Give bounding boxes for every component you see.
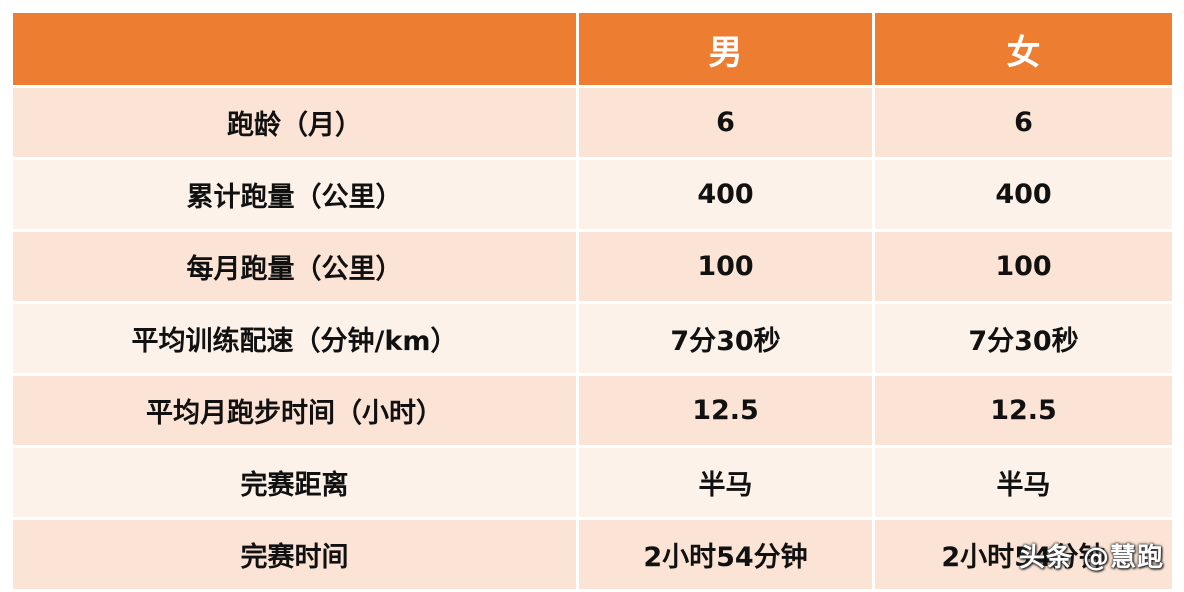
female-value: 6: [872, 85, 1175, 160]
female-value: 7分30秒: [872, 301, 1175, 376]
female-value: 2小时54分钟: [872, 517, 1175, 592]
row-label: 每月跑量（公里）: [10, 229, 579, 304]
table-row: 跑龄（月） 6 6: [10, 85, 1175, 160]
table-row: 完赛时间 2小时54分钟 2小时54分钟: [10, 517, 1175, 592]
male-value: 400: [576, 157, 875, 232]
table-row: 累计跑量（公里） 400 400: [10, 157, 1175, 232]
table-header-row: 男 女: [10, 10, 1175, 88]
row-label: 跑龄（月）: [10, 85, 579, 160]
header-cell-empty: [10, 10, 579, 88]
male-value: 6: [576, 85, 875, 160]
female-value: 100: [872, 229, 1175, 304]
row-label: 累计跑量（公里）: [10, 157, 579, 232]
header-cell-male: 男: [576, 10, 875, 88]
male-value: 7分30秒: [576, 301, 875, 376]
table-row: 平均月跑步时间（小时） 12.5 12.5: [10, 373, 1175, 448]
male-value: 2小时54分钟: [576, 517, 875, 592]
row-label: 完赛距离: [10, 445, 579, 520]
comparison-table: 男 女 跑龄（月） 6 6 累计跑量（公里） 400 400 每月跑量（公里） …: [10, 10, 1175, 592]
row-label: 完赛时间: [10, 517, 579, 592]
row-label: 平均训练配速（分钟/km）: [10, 301, 579, 376]
table-row: 每月跑量（公里） 100 100: [10, 229, 1175, 304]
male-value: 12.5: [576, 373, 875, 448]
header-cell-female: 女: [872, 10, 1175, 88]
male-value: 半马: [576, 445, 875, 520]
comparison-table-container: 男 女 跑龄（月） 6 6 累计跑量（公里） 400 400 每月跑量（公里） …: [10, 10, 1175, 592]
row-label: 平均月跑步时间（小时）: [10, 373, 579, 448]
female-value: 400: [872, 157, 1175, 232]
table-row: 平均训练配速（分钟/km） 7分30秒 7分30秒: [10, 301, 1175, 376]
female-value: 12.5: [872, 373, 1175, 448]
table-row: 完赛距离 半马 半马: [10, 445, 1175, 520]
male-value: 100: [576, 229, 875, 304]
female-value: 半马: [872, 445, 1175, 520]
watermark-text: 头条 @慧跑: [1018, 543, 1164, 573]
